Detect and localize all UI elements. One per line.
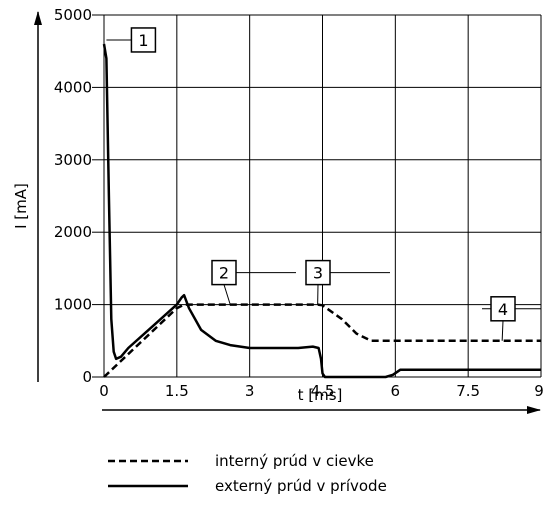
callouts: 1 2 3 4 <box>106 27 541 341</box>
series-line-1 <box>103 303 541 378</box>
legend: interný prúd v cievke externý prúd v prív… <box>108 452 387 495</box>
x-tick-label: 1.5 <box>165 382 189 400</box>
series-line-2 <box>102 43 541 379</box>
x-tick-label: 0 <box>99 382 109 400</box>
callout-2: 2 <box>211 259 296 305</box>
y-tick-label: 3000 <box>54 151 92 169</box>
legend-item: interný prúd v cievke <box>108 452 374 470</box>
legend-label: externý prúd v prívode <box>215 477 387 495</box>
callout-leader <box>501 320 504 341</box>
x-tick-label: 3 <box>245 382 255 400</box>
callout-label: 1 <box>138 31 148 50</box>
x-axis-title: t [ms] <box>298 386 343 404</box>
callout-label: 2 <box>219 264 229 283</box>
axes <box>34 11 541 414</box>
x-tick-label: 7.5 <box>456 382 480 400</box>
y-tick-label: 5000 <box>54 6 92 24</box>
tick-labels: 0 1.5 3 4.5 6 7.5 9 0 1000 2000 3000 4000 5000 <box>54 6 544 400</box>
callout-3: 3 <box>305 259 390 305</box>
y-tick-label: 2000 <box>54 223 92 241</box>
callout-box <box>211 259 237 286</box>
callout-leader <box>223 284 231 305</box>
callout-label: 4 <box>498 300 508 319</box>
grid <box>103 14 542 378</box>
callout-1: 1 <box>106 27 157 53</box>
y-tick-label: 4000 <box>54 78 92 96</box>
legend-label: interný prúd v cievke <box>215 452 374 470</box>
x-tick-label: 6 <box>391 382 401 400</box>
callout-box <box>305 259 331 286</box>
y-axis-title: I [mA] <box>12 183 30 229</box>
callout-box <box>490 296 516 322</box>
legend-item: externý prúd v prívode <box>108 477 387 495</box>
series-lines <box>102 43 541 379</box>
y-tick-label: 0 <box>82 368 92 386</box>
callout-label: 3 <box>313 264 323 283</box>
x-tick-label: 4.5 <box>311 382 335 400</box>
y-tick-label: 1000 <box>54 296 92 314</box>
callout-box <box>130 27 157 53</box>
callout-4: 4 <box>482 296 541 341</box>
x-tick-label: 9 <box>534 382 544 400</box>
